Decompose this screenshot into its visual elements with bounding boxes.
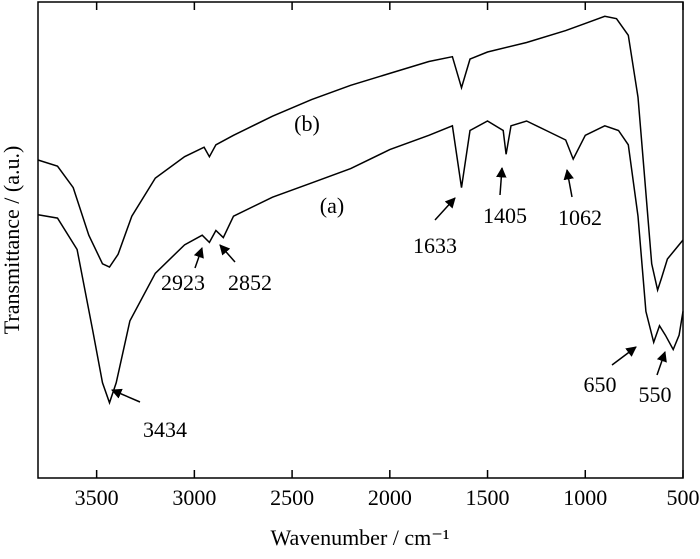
x-tick-label: 1000 [563, 485, 607, 510]
spectrum-line [37, 120, 684, 406]
annotation-arrow [563, 168, 574, 198]
annotation-arrow [496, 166, 507, 196]
plot-frame [37, 1, 684, 479]
annotation-arrow [434, 197, 456, 221]
spectrum-line [37, 15, 684, 293]
x-axis-label: Wavenumber / cm⁻¹ [271, 525, 450, 550]
annotation: 1405 [483, 203, 527, 228]
x-tick-label: 3000 [172, 485, 216, 510]
series-label: (b) [294, 111, 320, 136]
annotation: 550 [639, 382, 672, 407]
x-tick-label: 2000 [368, 485, 412, 510]
x-tick-label: 1500 [466, 485, 510, 510]
annotation-arrow [193, 247, 204, 269]
x-tick-label: 500 [667, 485, 700, 510]
x-tick-label: 2500 [270, 485, 314, 510]
annotation: 1633 [413, 233, 457, 258]
annotation-arrow [611, 346, 637, 366]
annotation: 650 [584, 372, 617, 397]
annotation: 1062 [558, 205, 602, 230]
annotation-arrow [219, 244, 236, 263]
annotation-arrow [111, 388, 141, 403]
x-tick-label: 3500 [75, 485, 119, 510]
annotation-arrow [656, 351, 667, 376]
annotation: 2923 [161, 270, 205, 295]
series-label: (a) [320, 193, 344, 218]
annotation: 2852 [228, 270, 272, 295]
annotation: 3434 [143, 417, 187, 442]
y-axis-label: Transmittance / (a.u.) [0, 146, 24, 335]
